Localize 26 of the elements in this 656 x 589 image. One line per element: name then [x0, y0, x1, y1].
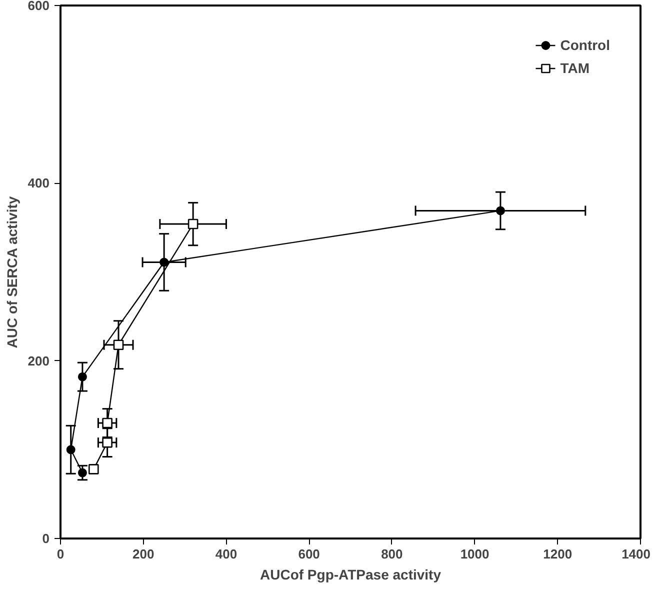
y-axis-title: AUC of SERCA activity [4, 196, 20, 348]
y-tick-label: 0 [42, 531, 50, 546]
point [78, 468, 87, 478]
x-tick-label: 1200 [543, 546, 572, 562]
point [496, 206, 505, 216]
point [66, 445, 76, 454]
x-tick-label: 200 [132, 546, 154, 562]
point [88, 464, 99, 474]
legend-label: TAM [560, 60, 590, 76]
point [160, 258, 169, 267]
x-tick-label: 800 [381, 546, 403, 562]
point [102, 437, 112, 448]
point [102, 418, 112, 428]
y-tick-label: 400 [28, 176, 50, 191]
x-tick-label: 1000 [460, 546, 490, 562]
legend-label: Control [560, 37, 610, 53]
x-tick-label: 400 [215, 546, 238, 562]
x-tick-label: 1400 [622, 546, 650, 562]
y-tick-label: 200 [28, 353, 50, 368]
x-axis-title: AUCof Pgp-ATPase activity [260, 566, 442, 582]
point [78, 372, 87, 382]
x-tick-label: 0 [56, 546, 64, 562]
y-tick-label: 600 [28, 0, 50, 13]
x-tick-label: 600 [298, 546, 320, 562]
point [188, 218, 198, 230]
point [113, 340, 124, 350]
